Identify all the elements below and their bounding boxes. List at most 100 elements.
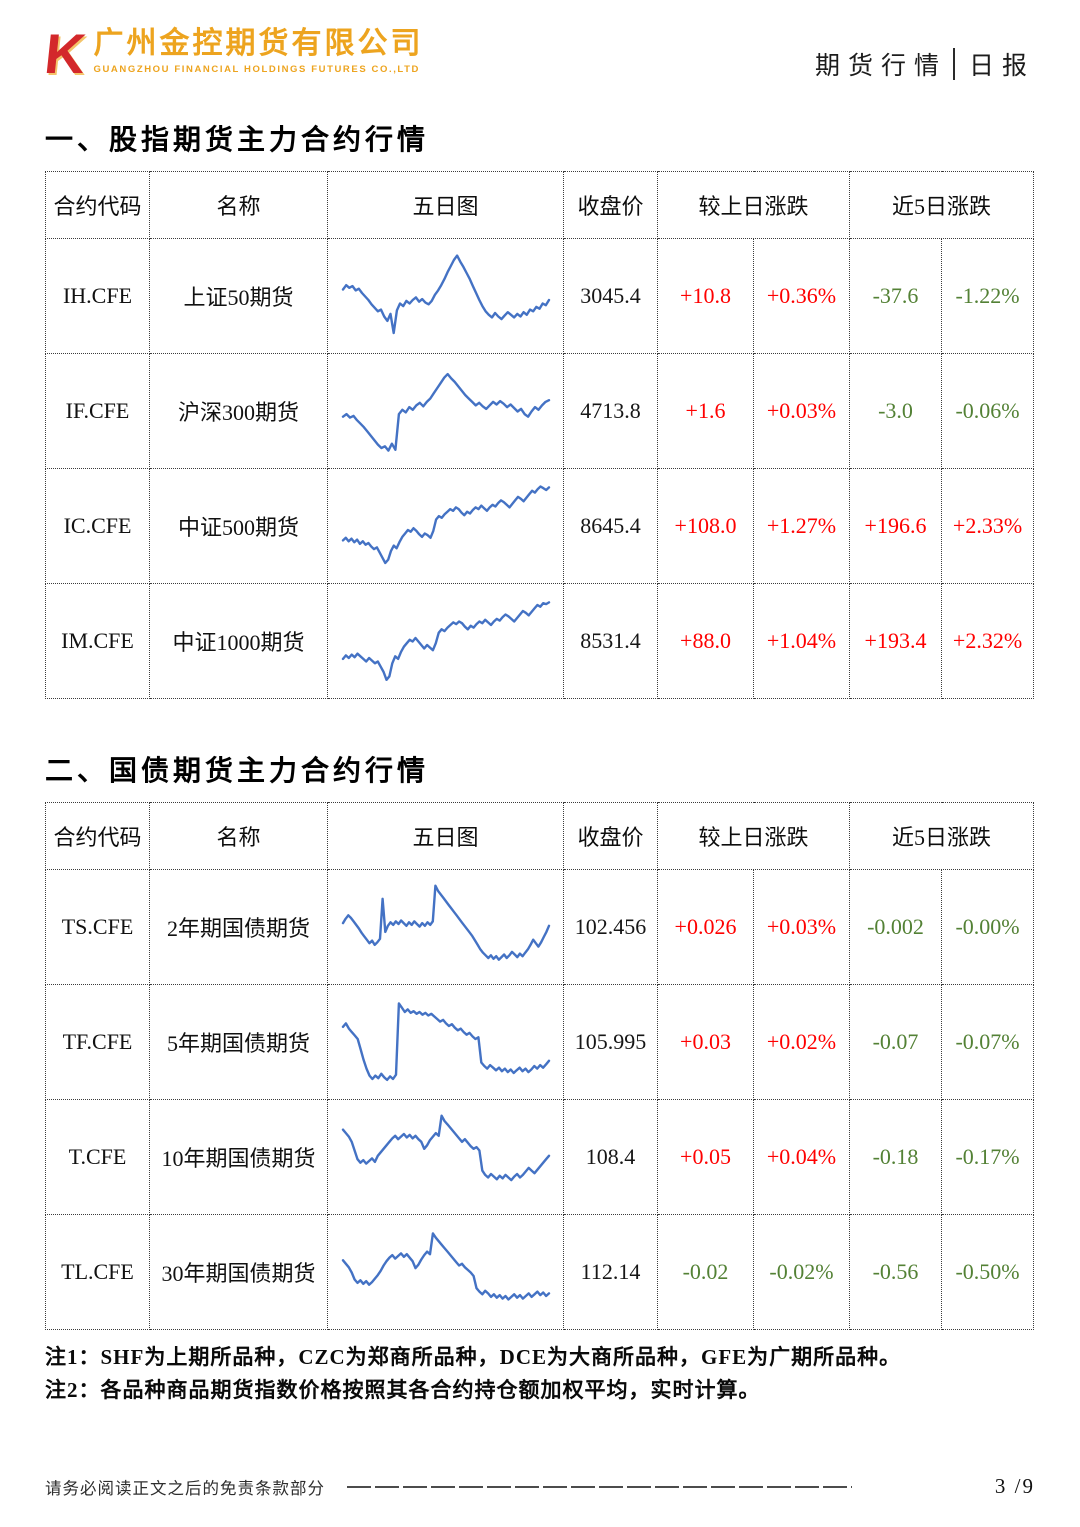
table-row: IC.CFE 中证500期货 8645.4 +108.0 +1.27% +196… <box>45 468 1035 584</box>
contract-code: IF.CFE <box>45 353 150 469</box>
header-name: 名称 <box>149 171 328 239</box>
five-day-chart <box>329 879 563 976</box>
chg-1d-value: +108.0 <box>657 468 754 584</box>
chg-5d-pct: -0.07% <box>941 984 1035 1100</box>
contract-code: TL.CFE <box>45 1214 150 1330</box>
company-logo: K 广州金控期货有限公司 GUANGZHOU FINANCIAL HOLDING… <box>41 22 424 85</box>
chg-5d-value: -37.6 <box>849 238 943 354</box>
five-day-chart <box>329 478 563 575</box>
chg-1d-value: +0.026 <box>657 869 754 985</box>
header-close-price: 收盘价 <box>563 171 658 239</box>
chg-5d-value: -0.56 <box>849 1214 943 1330</box>
chg-5d-value: -0.18 <box>849 1099 943 1215</box>
chg-1d-value: +0.05 <box>657 1099 754 1215</box>
chg-1d-pct: +0.04% <box>752 1099 851 1215</box>
chg-5d-pct: +2.33% <box>941 468 1035 584</box>
contract-code: IH.CFE <box>45 238 150 354</box>
chg-1d-value: +10.8 <box>657 238 754 354</box>
report-page: K 广州金控期货有限公司 GUANGZHOU FINANCIAL HOLDING… <box>41 22 1035 1407</box>
disclaimer-text: 请务必阅读正文之后的免责条款部分 <box>45 1478 325 1498</box>
five-day-chart <box>329 994 563 1091</box>
contract-name: 5年期国债期货 <box>149 984 328 1100</box>
close-price: 8645.4 <box>563 468 658 584</box>
footnote-1: 注1：SHF为上期所品种，CZC为郑商所品种，DCE为大商所品种，GFE为广期所… <box>45 1345 902 1369</box>
chg-1d-pct: +0.02% <box>752 984 851 1100</box>
table-row: IF.CFE 沪深300期货 4713.8 +1.6 +0.03% -3.0 -… <box>45 353 1035 469</box>
five-day-chart <box>329 1109 563 1206</box>
chg-5d-pct: -0.50% <box>941 1214 1035 1330</box>
chg-1d-pct: -0.02% <box>752 1214 851 1330</box>
page-number: 3 /9 <box>994 1474 1035 1498</box>
chg-1d-value: +88.0 <box>657 583 754 699</box>
table-row: IH.CFE 上证50期货 3045.4 +10.8 +0.36% -37.6 … <box>45 238 1035 354</box>
contract-name: 中证1000期货 <box>149 583 328 699</box>
page-header: K 广州金控期货有限公司 GUANGZHOU FINANCIAL HOLDING… <box>41 22 1035 102</box>
close-price: 102.456 <box>563 869 658 985</box>
chg-5d-pct: -0.06% <box>941 353 1035 469</box>
table-row: TS.CFE 2年期国债期货 102.456 +0.026 +0.03% -0.… <box>45 869 1035 985</box>
five-day-chart <box>329 363 563 460</box>
contract-name: 中证500期货 <box>149 468 328 584</box>
section-title-treasury-bond: 二、国债期货主力合约行情 <box>45 756 430 787</box>
header-chg-1d: 较上日涨跌 <box>656 171 851 239</box>
close-price: 112.14 <box>563 1214 658 1330</box>
chg-1d-pct: +1.27% <box>752 468 851 584</box>
company-name-en: GUANGZHOU FINANCIAL HOLDINGS FUTURES CO.… <box>93 64 420 75</box>
chg-1d-pct: +0.03% <box>752 353 851 469</box>
five-day-chart <box>329 593 563 690</box>
close-price: 108.4 <box>563 1099 658 1215</box>
table-row: IM.CFE 中证1000期货 8531.4 +88.0 +1.04% +193… <box>45 583 1035 699</box>
contract-name: 上证50期货 <box>149 238 328 354</box>
header-close-price: 收盘价 <box>563 802 658 870</box>
footnotes: 注1：SHF为上期所品种，CZC为郑商所品种，DCE为大商所品种，GFE为广期所… <box>45 1341 1035 1407</box>
table-header-row: 合约代码 名称 五日图 收盘价 较上日涨跌 近5日涨跌 <box>45 802 1035 870</box>
chg-5d-value: -0.07 <box>849 984 943 1100</box>
table-row: TL.CFE 30年期国债期货 112.14 -0.02 -0.02% -0.5… <box>45 1214 1035 1330</box>
page-footer: 请务必阅读正文之后的免责条款部分 3 /9 <box>45 1474 1035 1499</box>
close-price: 3045.4 <box>563 238 658 354</box>
chg-1d-value: +1.6 <box>657 353 754 469</box>
chg-1d-pct: +1.04% <box>752 583 851 699</box>
close-price: 8531.4 <box>563 583 658 699</box>
close-price: 105.995 <box>563 984 658 1100</box>
chg-5d-value: +196.6 <box>849 468 943 584</box>
contract-name: 2年期国债期货 <box>149 869 328 985</box>
treasury-bond-futures-table: 合约代码 名称 五日图 收盘价 较上日涨跌 近5日涨跌 TS.CFE 2年期国债… <box>45 802 1035 1330</box>
report-freq-label: 日报 <box>968 53 1035 80</box>
table-row: T.CFE 10年期国债期货 108.4 +0.05 +0.04% -0.18 … <box>45 1099 1035 1215</box>
chg-1d-pct: +0.36% <box>752 238 851 354</box>
contract-code: T.CFE <box>45 1099 150 1215</box>
footnote-2: 注2：各品种商品期货指数价格按照其各合约持仓额加权平均，实时计算。 <box>45 1378 761 1402</box>
chg-1d-value: -0.02 <box>657 1214 754 1330</box>
header-contract-code: 合约代码 <box>45 802 150 870</box>
contract-code: TS.CFE <box>45 869 150 985</box>
company-name-cn: 广州金控期货有限公司 <box>93 27 424 60</box>
contract-code: IC.CFE <box>45 468 150 584</box>
chg-5d-pct: -1.22% <box>941 238 1035 354</box>
chg-5d-pct: -0.00% <box>941 869 1035 985</box>
close-price: 4713.8 <box>563 353 658 469</box>
contract-code: TF.CFE <box>45 984 150 1100</box>
contract-name: 沪深300期货 <box>149 353 328 469</box>
k-logo-icon: K <box>41 22 89 85</box>
five-day-chart <box>329 248 563 345</box>
header-contract-code: 合约代码 <box>45 171 150 239</box>
header-chg-5d: 近5日涨跌 <box>849 171 1035 239</box>
chg-1d-value: +0.03 <box>657 984 754 1100</box>
stock-index-futures-table: 合约代码 名称 五日图 收盘价 较上日涨跌 近5日涨跌 IH.CFE 上证50期… <box>45 171 1035 699</box>
table-header-row: 合约代码 名称 五日图 收盘价 较上日涨跌 近5日涨跌 <box>45 171 1035 239</box>
footer-rule <box>347 1485 852 1488</box>
chg-5d-pct: +2.32% <box>941 583 1035 699</box>
chg-5d-value: -3.0 <box>849 353 943 469</box>
chg-1d-pct: +0.03% <box>752 869 851 985</box>
contract-name: 10年期国债期货 <box>149 1099 328 1215</box>
header-five-day-chart: 五日图 <box>327 171 564 239</box>
five-day-chart <box>329 1224 563 1321</box>
chg-5d-pct: -0.17% <box>941 1099 1035 1215</box>
chg-5d-value: -0.002 <box>849 869 943 985</box>
contract-code: IM.CFE <box>45 583 150 699</box>
header-five-day-chart: 五日图 <box>327 802 564 870</box>
report-title: 期货行情 日报 <box>815 46 1035 82</box>
header-chg-1d: 较上日涨跌 <box>656 802 851 870</box>
title-divider <box>952 48 955 80</box>
